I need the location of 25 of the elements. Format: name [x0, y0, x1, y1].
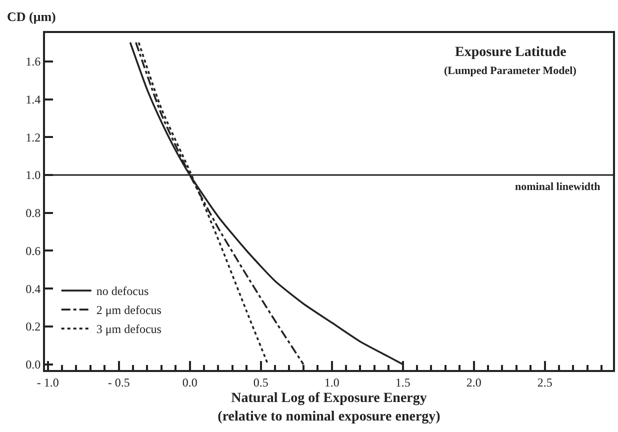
y-tick-label: 0.8	[26, 206, 41, 220]
y-tick-label: 0.2	[26, 320, 41, 334]
text: (Lumped Parameter Model)	[444, 65, 577, 77]
y-axis-title: CD (μm)	[7, 9, 56, 24]
text: Exposure Latitude	[455, 45, 566, 60]
x-tick-label: - 0.5	[108, 375, 130, 390]
x-axis-title: Natural Log of Exposure Energy (relative to nominal exposure energy)	[218, 391, 441, 424]
y-tick-label: 0.4	[26, 282, 41, 296]
x-tick-label: 1.0	[324, 375, 340, 390]
ref-line-label: nominal linewidth	[515, 181, 600, 193]
x-tick-label: 0.0	[182, 375, 198, 390]
legend-label: 2 μm defocus	[96, 303, 162, 318]
legend-label: 3 μm defocus	[96, 322, 162, 336]
x-tick-label: 2.5	[537, 375, 552, 390]
x-tick-label: - 1.0	[36, 375, 59, 390]
y-tick-label: 1.4	[26, 92, 41, 106]
y-tick-label: 1.2	[26, 130, 41, 144]
x-tick-label: 1.5	[395, 375, 410, 390]
x-tick-label: 2.0	[466, 375, 482, 390]
legend-label: no defocus	[96, 284, 150, 298]
y-tick-label: 1.0	[26, 168, 41, 182]
y-tick-label: 1.6	[26, 54, 41, 69]
x-tick-label: 0.5	[253, 375, 268, 390]
y-tick-label: 0.6	[26, 244, 41, 258]
y-tick-label: 0.0	[26, 358, 41, 372]
